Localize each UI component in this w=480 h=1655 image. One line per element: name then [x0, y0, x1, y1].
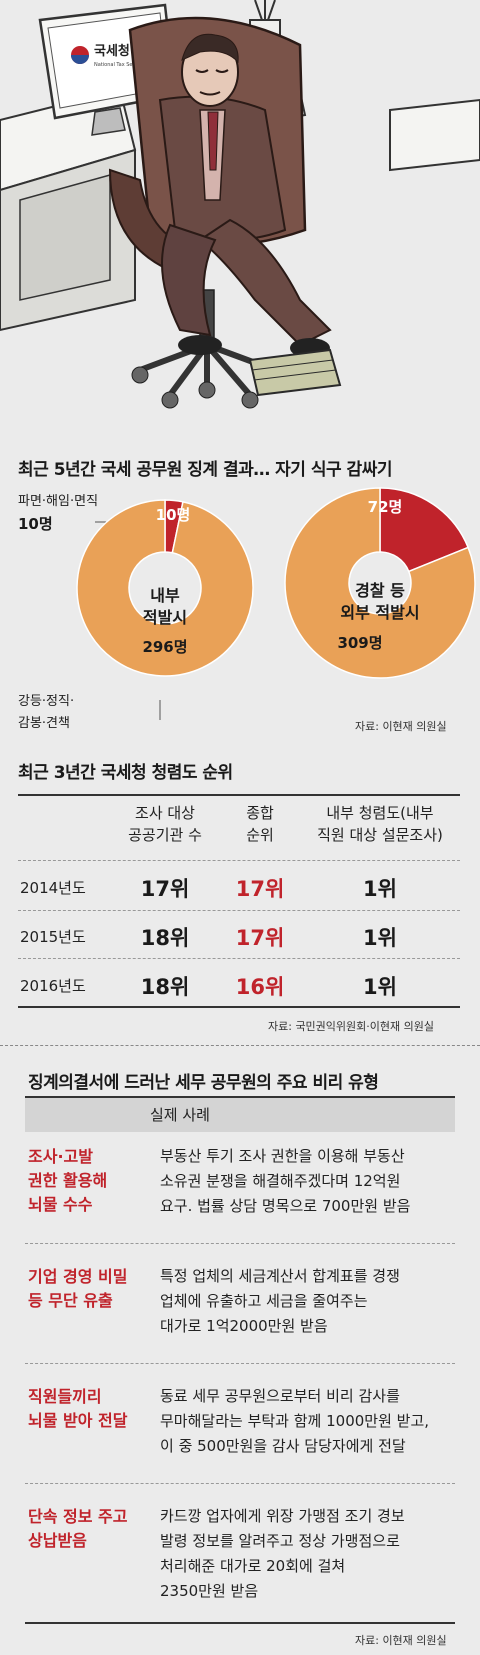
- donut2-slice-1: [379, 487, 470, 573]
- case-description: 부동산 투기 조사 권한을 이용해 부동산 소유권 분쟁을 해결해주겠다며 12…: [160, 1144, 410, 1219]
- case-description-line: 처리해준 대가로 20회에 걸쳐: [160, 1557, 346, 1575]
- case-description: 특정 업체의 세금계산서 합계표를 경쟁 업체에 유출하고 세금을 줄여주는 대…: [160, 1264, 400, 1339]
- case-description-line: 발령 정보를 알려주고 정상 가맹점으로: [160, 1532, 400, 1550]
- case-description-line: 카드깡 업자에게 위장 가맹점 조기 경보: [160, 1507, 405, 1525]
- case-category-line: 조사·고발: [28, 1147, 93, 1166]
- section3-bottom-rule: [25, 1622, 455, 1624]
- donut1-center-line1: 내부: [150, 586, 180, 605]
- donut-charts: 10명 296명 72명 309명: [76, 487, 476, 720]
- table-cell-internal: 1위: [363, 877, 397, 901]
- case-category-line: 상납받음: [28, 1531, 87, 1550]
- donut2-center-line1: 경찰 등: [355, 581, 405, 600]
- donut1-center-label: 내부 적발시: [120, 585, 210, 629]
- row-divider: [25, 1363, 455, 1364]
- donut1-value-label-1: 10명: [156, 506, 191, 524]
- section2-top-rule: [18, 794, 460, 796]
- col-header-agencies: 조사 대상 공공기관 수: [110, 802, 220, 846]
- section3-header-bar: [25, 1096, 455, 1132]
- col-header-overall-line2: 순위: [246, 826, 274, 844]
- section2-bottom-rule: [18, 1006, 460, 1008]
- row-divider: [18, 860, 460, 861]
- donut2-slice-2: [284, 487, 476, 679]
- desk: [0, 88, 480, 332]
- case-description-line: 동료 세무 공무원으로부터 비리 감사를: [160, 1387, 400, 1405]
- table-cell-overall: 17위: [235, 877, 285, 901]
- top-category-value: 10명: [18, 515, 53, 533]
- col-header-agencies-line2: 공공기관 수: [128, 826, 202, 844]
- table-cell-internal: 1위: [363, 926, 397, 950]
- case-description-line: 특정 업체의 세금계산서 합계표를 경쟁: [160, 1267, 400, 1285]
- connector-bottom: [159, 700, 161, 720]
- table-row-year: 2015년도: [20, 928, 86, 946]
- case-category: 기업 경영 비밀 등 무단 유출: [28, 1265, 127, 1313]
- donut1-center-line2: 적발시: [142, 608, 188, 627]
- section3-title: 징계의결서에 드러난 세무 공무원의 주요 비리 유형: [28, 1073, 379, 1093]
- case-category-line: 권한 활용해: [28, 1171, 108, 1190]
- top-category-label: 파면·해임·면직: [18, 494, 99, 509]
- donut1-slice-2: [76, 499, 254, 677]
- col-header-internal: 내부 청렴도(내부 직원 대상 설문조사): [300, 802, 460, 846]
- case-category-line: 뇌물 받아 전달: [28, 1411, 128, 1430]
- case-description-line: 부동산 투기 조사 권한을 이용해 부동산: [160, 1147, 405, 1165]
- case-category: 조사·고발 권한 활용해 뇌물 수수: [28, 1145, 107, 1217]
- donut2-value-label-2: 309명: [337, 634, 382, 652]
- col-header-overall: 종합 순위: [225, 802, 295, 846]
- sleeping-official: [158, 33, 332, 358]
- illustration-tax-official: 국세청 National Tax Service: [0, 0, 480, 430]
- donut2-center-label: 경찰 등 외부 적발시: [320, 580, 440, 624]
- table-cell-overall: 16위: [235, 975, 285, 999]
- section-separator: [0, 1045, 480, 1046]
- case-description-line: 소유권 분쟁을 해결해주겠다며 12억원: [160, 1172, 401, 1190]
- section2-source: 자료: 국민권익위원회·이현재 의원실: [268, 1020, 434, 1033]
- case-description: 동료 세무 공무원으로부터 비리 감사를 무마해달라는 부탁과 함께 1000만…: [160, 1384, 429, 1459]
- section2-title: 최근 3년간 국세청 청렴도 순위: [18, 763, 233, 783]
- table-cell-internal: 1위: [363, 975, 397, 999]
- donut2-center-line2: 외부 적발시: [340, 603, 420, 622]
- table-cell-agencies: 17위: [140, 877, 190, 901]
- row-divider: [25, 1483, 455, 1484]
- table-cell-agencies: 18위: [140, 975, 190, 999]
- section1-title: 최근 5년간 국세 공무원 징계 결과… 자기 식구 감싸기: [18, 460, 392, 480]
- monitor-logo-subtitle: National Tax Service: [94, 62, 145, 68]
- monitor-logo-text: 국세청: [94, 43, 130, 59]
- table-row-year: 2016년도: [20, 977, 86, 995]
- case-category: 직원들끼리 뇌물 받아 전달: [28, 1385, 127, 1433]
- case-category-line: 단속 정보 주고: [28, 1507, 128, 1526]
- row-divider: [18, 958, 460, 959]
- case-category-line: 직원들끼리: [28, 1387, 102, 1406]
- bottom-category-label-2: 감봉·견책: [18, 716, 70, 731]
- case-description-line: 대가로 1억2000만원 받음: [160, 1317, 328, 1335]
- case-category: 단속 정보 주고 상납받음: [28, 1505, 127, 1553]
- bottom-category-label-1: 강등·정직·: [18, 694, 75, 709]
- col-header-internal-line2: 직원 대상 설문조사): [317, 826, 443, 844]
- section1-source: 자료: 이현재 의원실: [355, 720, 447, 733]
- case-description-line: 업체에 유출하고 세금을 줄여주는: [160, 1292, 368, 1310]
- case-description-line: 무마해달라는 부탁과 함께 1000만원 받고,: [160, 1412, 430, 1430]
- case-category-line: 기업 경영 비밀: [28, 1267, 128, 1286]
- table-cell-agencies: 18위: [140, 926, 190, 950]
- case-description-line: 요구. 법률 상담 명목으로 700만원 받음: [160, 1197, 411, 1215]
- table-row-year: 2014년도: [20, 879, 86, 897]
- case-description-line: 이 중 500만원을 감사 담당자에게 전달: [160, 1437, 406, 1455]
- donut2-value-label-1: 72명: [368, 498, 403, 516]
- case-category-line: 등 무단 유출: [28, 1291, 113, 1310]
- case-description-line: 2350만원 받음: [160, 1582, 259, 1600]
- section3-header-label: 실제 사례: [150, 1106, 210, 1124]
- col-header-overall-line1: 종합: [246, 804, 274, 822]
- case-category-line: 뇌물 수수: [28, 1195, 93, 1214]
- table-cell-overall: 17위: [235, 926, 285, 950]
- case-description: 카드깡 업자에게 위장 가맹점 조기 경보 발령 정보를 알려주고 정상 가맹점…: [160, 1504, 405, 1604]
- donut1-value-label-2: 296명: [142, 638, 187, 656]
- col-header-internal-line1: 내부 청렴도(내부: [326, 804, 434, 822]
- row-divider: [18, 910, 460, 911]
- row-divider: [25, 1243, 455, 1244]
- col-header-agencies-line1: 조사 대상: [135, 804, 195, 822]
- money-stack: [248, 348, 342, 397]
- section3-source: 자료: 이현재 의원실: [355, 1634, 447, 1647]
